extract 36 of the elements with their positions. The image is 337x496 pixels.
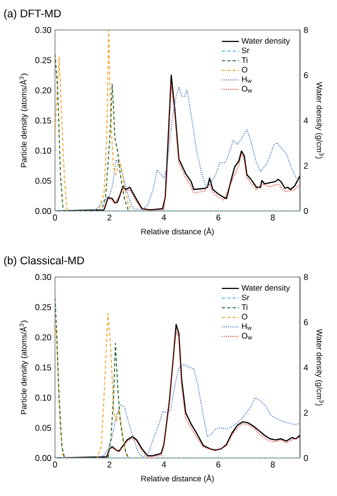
x-tick-label: 6 [216, 214, 220, 221]
x-tick-label: 4 [162, 462, 166, 468]
y-tick-label: 0.20 [35, 334, 52, 340]
y-tick-label: 0.00 [35, 208, 52, 214]
x-tick-label: 2 [108, 462, 112, 468]
y-tick-label: 0.20 [35, 87, 52, 94]
y-tick-label: 0.05 [35, 178, 52, 184]
y-tick-label: 0.10 [35, 394, 52, 401]
y2-tick-label: 2 [304, 410, 308, 416]
y-tick-label: 0.05 [35, 424, 52, 431]
chart-title: (b) Classical-MD [4, 256, 84, 266]
x-tick-label: 8 [270, 462, 275, 468]
x-tick-label: 6 [216, 462, 220, 468]
y2-tick-label: 6 [304, 319, 308, 326]
y-tick-label: 0.30 [35, 27, 52, 33]
y2-tick-label: 6 [304, 72, 308, 78]
y2-tick-label: 0 [304, 455, 308, 461]
y-tick-label: 0.15 [35, 118, 52, 124]
y2-tick-label: 8 [304, 274, 308, 280]
y2-tick-label: 4 [304, 364, 308, 370]
y2-tick-label: 2 [304, 162, 308, 169]
y2-tick-label: 8 [304, 27, 308, 33]
y-tick-label: 0.10 [35, 148, 52, 154]
y-tick-label: 0.15 [35, 364, 52, 370]
x-tick-label: 4 [162, 214, 166, 220]
y2-tick-label: 0 [304, 208, 308, 214]
y-tick-label: 0.25 [35, 57, 52, 64]
x-tick-label: 0 [52, 214, 58, 221]
x-tick-label: 2 [108, 214, 112, 220]
x-tick-label: 0 [52, 462, 58, 468]
x-tick-label: 8 [270, 214, 275, 221]
y-tick-label: 0.30 [35, 274, 52, 280]
y2-tick-label: 4 [304, 118, 308, 124]
y-tick-label: 0.25 [35, 304, 52, 310]
chart-title: (a) DFT-MD [4, 9, 61, 20]
y-tick-label: 0.00 [35, 455, 52, 461]
